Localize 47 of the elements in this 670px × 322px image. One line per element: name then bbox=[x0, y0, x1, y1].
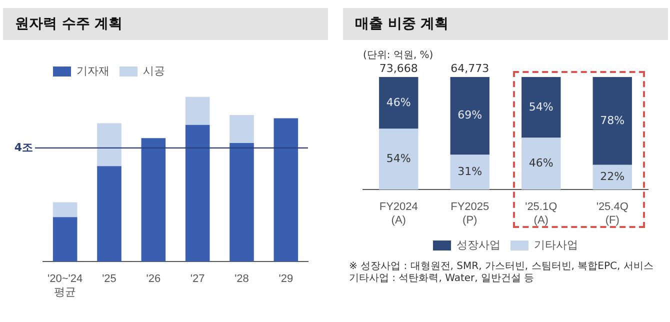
data-label: 78% bbox=[600, 114, 625, 127]
chart-title: 매출 비중 계획 bbox=[343, 8, 668, 40]
bar bbox=[379, 77, 418, 129]
bar bbox=[52, 217, 78, 262]
bar bbox=[185, 96, 210, 125]
legend-label: 기타사업 bbox=[534, 240, 578, 252]
legend-label: 성장사업 bbox=[456, 240, 500, 252]
legend-label: 기자재 bbox=[76, 66, 110, 78]
text: 기타사업 : 석탄화력, Water, 일반건설 등 bbox=[348, 273, 536, 285]
bar bbox=[97, 123, 122, 166]
text: (단위: 억원, %) bbox=[362, 49, 434, 61]
bar bbox=[141, 138, 166, 262]
text: ※ 성장사업 : 대형원전, SMR, 가스터빈, 스팀터빈, 복합EPC, 서비스 bbox=[348, 261, 654, 273]
bar bbox=[450, 154, 490, 190]
x-tick-label: '26 bbox=[146, 273, 161, 286]
x-tick-label: '25.4Q (F) bbox=[596, 201, 629, 226]
data-label: 46% bbox=[386, 96, 411, 109]
data-label: 31% bbox=[458, 165, 482, 178]
data-label: 69% bbox=[458, 108, 482, 122]
x-tick-label: '28 bbox=[234, 273, 249, 286]
bar bbox=[274, 118, 298, 262]
bar bbox=[379, 128, 418, 190]
data-label: 54% bbox=[386, 152, 411, 166]
x-tick-label: '29 bbox=[278, 273, 294, 286]
bar bbox=[185, 124, 210, 262]
legend-label: 시공 bbox=[143, 66, 165, 78]
data-label: 22% bbox=[600, 170, 625, 184]
x-tick-label: '25 bbox=[102, 273, 116, 286]
x-tick-label: '20~'24 평균 bbox=[48, 273, 83, 298]
bar bbox=[522, 77, 561, 138]
x-tick-label: FY2025 (P) bbox=[450, 201, 490, 226]
bar bbox=[522, 138, 561, 190]
bar bbox=[230, 143, 254, 262]
bar bbox=[450, 77, 490, 155]
x-tick-label: '27 bbox=[190, 273, 205, 286]
annotation: 64,773 bbox=[450, 62, 490, 75]
bar bbox=[592, 77, 632, 165]
bar bbox=[230, 115, 254, 144]
data-label: 46% bbox=[528, 156, 554, 170]
x-tick-label: FY2024 (A) bbox=[379, 201, 418, 226]
bar bbox=[52, 202, 78, 218]
annotation: 73,668 bbox=[379, 62, 418, 75]
data-label: 54% bbox=[528, 100, 554, 114]
chart-title: 원자력 수주 계획 bbox=[3, 8, 328, 40]
bar bbox=[97, 166, 122, 262]
x-tick-label: '25.1Q (A) bbox=[525, 201, 558, 226]
ref-line-label: 4조 bbox=[14, 140, 33, 154]
